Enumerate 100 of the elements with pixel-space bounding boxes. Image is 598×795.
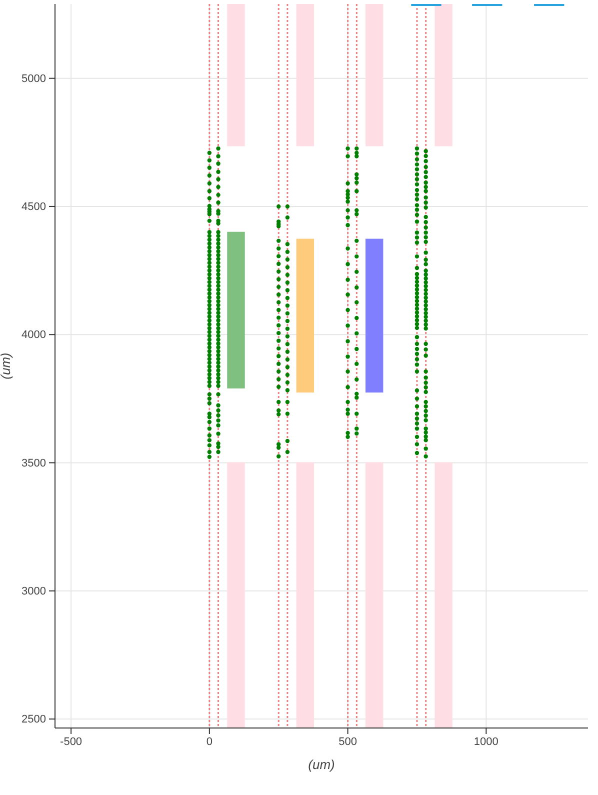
point: [414, 230, 420, 235]
point: [346, 188, 350, 194]
point: [424, 303, 428, 308]
point: [276, 454, 281, 458]
bar: [366, 238, 384, 393]
x-tick-label: 500: [338, 736, 357, 748]
point: [285, 350, 290, 354]
point: [285, 250, 290, 254]
point: [414, 219, 420, 224]
point: [414, 352, 420, 356]
point: [346, 146, 350, 151]
point: [414, 287, 420, 292]
point: [346, 354, 350, 359]
point: [414, 426, 420, 431]
point: [346, 246, 350, 251]
point: [354, 346, 359, 352]
point: [285, 272, 290, 277]
point: [424, 158, 428, 164]
point: [354, 146, 359, 151]
point: [424, 154, 428, 158]
point: [424, 342, 428, 346]
point: [285, 326, 290, 331]
point: [285, 296, 290, 300]
point: [346, 292, 350, 297]
point: [276, 204, 281, 209]
point: [414, 254, 420, 259]
point: [276, 300, 281, 304]
point: [354, 270, 359, 274]
point: [354, 212, 359, 216]
point: [424, 170, 428, 174]
point: [414, 192, 420, 197]
point: [414, 272, 420, 276]
point: [414, 298, 420, 304]
point: [285, 450, 290, 454]
point: [424, 174, 428, 180]
point: [424, 258, 428, 262]
y-tick-label: 3000: [22, 585, 46, 598]
point: [414, 212, 420, 218]
point: [424, 299, 428, 304]
point: [346, 412, 350, 416]
point: [285, 311, 290, 316]
point: [414, 162, 420, 167]
point: [414, 235, 420, 240]
bar: [434, 462, 452, 728]
bar: [227, 4, 245, 146]
point: [424, 268, 428, 273]
point: [424, 322, 428, 327]
point: [354, 176, 359, 180]
point: [424, 284, 428, 288]
point: [424, 426, 428, 431]
point: [285, 357, 290, 362]
point: [354, 362, 359, 366]
point: [346, 223, 350, 228]
point: [354, 285, 359, 290]
point: [285, 438, 290, 444]
bar: [434, 4, 452, 146]
point: [276, 330, 281, 336]
point: [285, 204, 290, 209]
y-tick-label: 2500: [22, 714, 46, 726]
point: [424, 180, 428, 185]
point: [276, 277, 281, 282]
point: [424, 225, 428, 230]
x-axis-title: (um): [308, 757, 335, 772]
point: [424, 240, 428, 244]
point: [424, 430, 428, 435]
point: [424, 354, 428, 358]
point: [424, 220, 428, 224]
point: [424, 385, 428, 390]
point: [414, 295, 420, 300]
point: [424, 314, 428, 320]
point: [346, 400, 350, 404]
point: [414, 346, 420, 352]
point: [346, 215, 350, 220]
point: [424, 307, 428, 312]
point: [414, 280, 420, 284]
point: [346, 278, 350, 282]
point: [424, 369, 428, 374]
point: [276, 346, 281, 351]
point: [424, 446, 428, 451]
point: [346, 208, 350, 212]
y-tick-label: 4000: [22, 329, 46, 342]
point: [424, 188, 428, 194]
point: [424, 184, 428, 190]
point: [414, 362, 420, 367]
point: [424, 272, 428, 277]
point: [414, 152, 420, 156]
point: [414, 310, 420, 315]
bar: [296, 462, 314, 728]
point: [414, 314, 420, 319]
point: [346, 385, 350, 390]
point: [414, 208, 420, 212]
point: [424, 400, 428, 404]
point: [285, 280, 290, 285]
point: [424, 214, 428, 220]
point: [414, 203, 420, 208]
point: [424, 149, 428, 154]
point: [424, 296, 428, 300]
point: [414, 416, 420, 421]
point: [285, 412, 290, 416]
point: [285, 365, 290, 370]
